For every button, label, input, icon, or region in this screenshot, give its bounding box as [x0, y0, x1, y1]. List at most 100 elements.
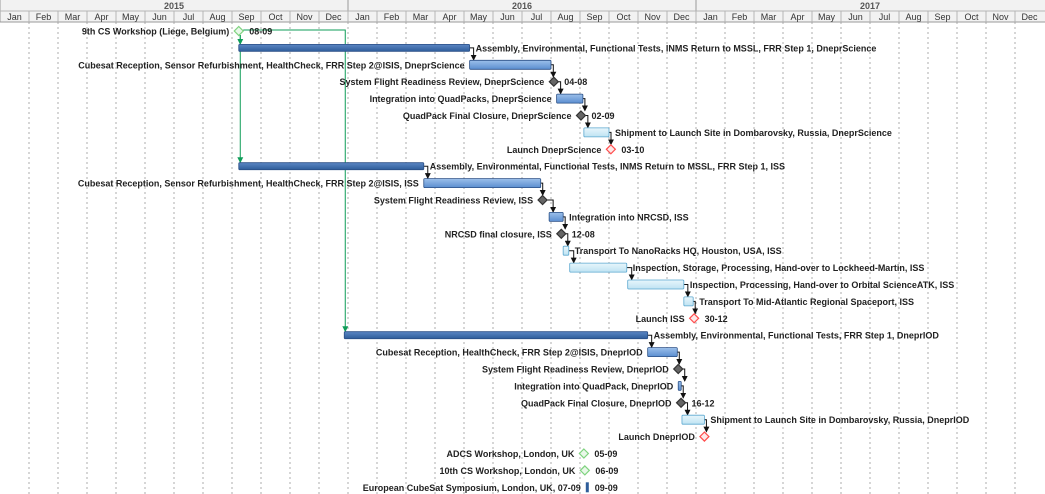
task-row: System Flight Readiness Review, ISS	[374, 194, 548, 206]
dependency-arrow	[676, 351, 683, 365]
date-label: 12-08	[572, 229, 595, 239]
task-row: QuadPack Final Closure, DneprIOD 16-12	[521, 397, 715, 409]
task-bar[interactable]	[677, 380, 682, 391]
milestone-diamond[interactable]	[548, 76, 560, 88]
milestone-diamond[interactable]	[672, 363, 684, 375]
milestone-diamond[interactable]	[555, 228, 567, 240]
summary-bar[interactable]	[343, 331, 649, 340]
task-label: QuadPack Final Closure, DneprScience	[403, 111, 572, 121]
task-label: Launch DneprIOD	[618, 432, 695, 442]
milestone-diamond[interactable]	[537, 194, 548, 206]
summary-bar[interactable]	[238, 162, 425, 171]
dependency-arrow	[647, 334, 655, 349]
dependency-arrow	[584, 115, 591, 129]
task-label: ADCS Workshop, London, UK	[447, 449, 575, 459]
task-row: Cubesat Reception, Sensor Refurbishment,…	[78, 178, 542, 189]
event-bar[interactable]	[585, 482, 589, 493]
launch-diamond[interactable]	[688, 312, 700, 324]
task-label: Transport To NanoRacks HQ, Houston, USA,…	[575, 246, 782, 256]
task-row: QuadPack Final Closure, DneprScience 02-0…	[403, 110, 614, 121]
month-label: Nov	[644, 12, 661, 22]
task-row: Shipment to Launch Site in Dombarovsky, …	[583, 127, 892, 138]
dependency-arrow	[683, 284, 691, 298]
date-label: 03-10	[621, 145, 644, 155]
task-bar[interactable]	[562, 245, 570, 256]
dependency-arrow	[692, 300, 699, 315]
timescale-header: 2015 2016 2017 Jan Feb Mar Apr May Jun Jul Aug Sep O…	[0, 0, 1045, 23]
dependency-arrow	[568, 250, 577, 264]
task-label: Cubesat Reception, Sensor Refurbishment,…	[78, 179, 419, 189]
month-label: Dec	[325, 12, 342, 22]
task-label: Launch DneprScience	[507, 145, 602, 155]
date-label: 06-09	[595, 466, 618, 476]
task-label: System Flight Readiness Review, ISS	[374, 196, 533, 206]
summary-bar[interactable]	[238, 44, 471, 52]
task-label: 10th CS Workshop, London, UK	[439, 466, 575, 476]
dependency-arrow	[684, 402, 691, 416]
month-label: Apr	[442, 12, 456, 22]
task-label: Shipment to Launch Site in Dombarovsky, …	[710, 415, 969, 425]
date-label: 04-08	[564, 77, 587, 87]
milestone-diamond[interactable]	[675, 397, 687, 409]
task-bar[interactable]	[683, 296, 694, 307]
month-label: Jun	[152, 12, 167, 22]
task-bar[interactable]	[569, 262, 628, 273]
dependency-arrow	[557, 81, 564, 95]
task-label: Assembly, Environmental, Functional Test…	[476, 43, 877, 53]
month-label: Jul	[879, 12, 891, 22]
task-bar[interactable]	[681, 414, 705, 425]
milestone-diamond[interactable]	[575, 110, 587, 121]
month-label: Feb	[732, 12, 748, 22]
task-label: Integration into QuadPack, DneprIOD	[514, 381, 674, 391]
task-bar[interactable]	[548, 211, 564, 222]
task-label: Shipment to Launch Site in Dombarovsky, …	[615, 128, 892, 138]
month-label: Jun	[500, 12, 515, 22]
task-row: Assembly, Environmental, Functional Test…	[343, 331, 940, 341]
month-label: Apr	[790, 12, 804, 22]
event-diamond[interactable]	[233, 25, 245, 37]
task-row: Launch DneprIOD	[618, 431, 710, 442]
task-row: Integration into QuadPacks, DneprScience	[370, 93, 584, 104]
task-row: 9th CS Workshop (Liege, Belgium) 08-09	[82, 25, 272, 37]
task-label: NRCSD final closure, ISS	[445, 229, 552, 239]
event-diamond[interactable]	[579, 465, 591, 476]
task-label: Launch ISS	[636, 314, 685, 324]
task-label: Integration into QuadPacks, DneprScience	[370, 94, 552, 104]
date-label: 30-12	[705, 314, 728, 324]
task-bar[interactable]	[583, 127, 610, 138]
task-row: Cubesat Reception, Sensor Refurbishment,…	[78, 59, 552, 70]
month-label: Oct	[268, 12, 283, 22]
task-row: System Flight Readiness Review, DneprIOD	[482, 363, 684, 375]
task-row: NRCSD final closure, ISS 12-08	[445, 228, 595, 240]
launch-diamond[interactable]	[699, 431, 710, 442]
task-row: Launch DneprScience 03-10	[507, 143, 644, 155]
task-label: Assembly, Environmental, Functional Test…	[430, 162, 785, 172]
year-label: 2017	[860, 1, 880, 11]
year-label: 2016	[512, 1, 532, 11]
dependency-arrow	[550, 64, 557, 78]
task-bar[interactable]	[423, 178, 542, 189]
event-diamond[interactable]	[578, 448, 590, 459]
month-label: Oct	[616, 12, 631, 22]
task-bar[interactable]	[627, 279, 685, 290]
task-row: European CubeSat Symposium, London, UK, …	[363, 482, 618, 493]
task-bar[interactable]	[647, 347, 678, 358]
task-label: QuadPack Final Closure, DneprIOD	[521, 398, 672, 408]
task-label: Assembly, Environmental, Functional Test…	[654, 331, 940, 341]
task-bar[interactable]	[469, 59, 552, 70]
task-row: Cubesat Reception, HealthCheck, FRR Step…	[376, 347, 678, 358]
dependency-arrow	[581, 98, 588, 112]
task-row: Assembly, Environmental, Functional Test…	[238, 162, 785, 172]
task-label: Cubesat Reception, Sensor Refurbishment,…	[78, 60, 464, 70]
month-label: Sep	[586, 12, 602, 22]
month-label: Aug	[209, 12, 225, 22]
task-bar[interactable]	[556, 93, 584, 104]
task-label: European CubeSat Symposium, London, UK, …	[363, 483, 581, 493]
month-label: May	[470, 12, 488, 22]
dependency-arrow	[547, 199, 557, 213]
launch-diamond[interactable]	[605, 143, 617, 155]
month-label: Mar	[761, 12, 777, 22]
dependency-arrow	[539, 182, 546, 196]
date-label: 16-12	[692, 398, 715, 408]
